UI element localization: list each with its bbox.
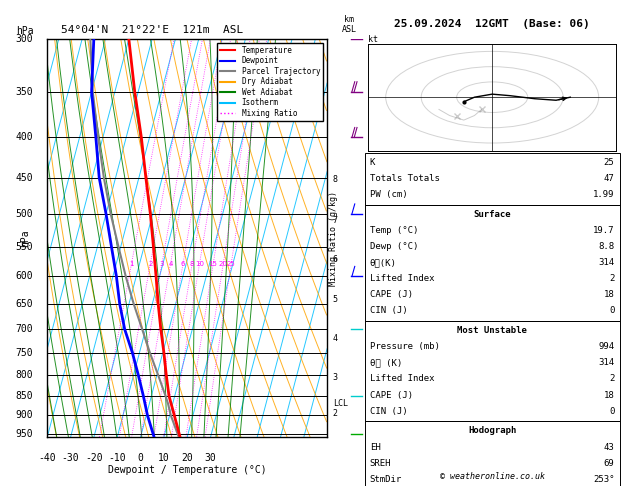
Text: 25.09.2024  12GMT  (Base: 06): 25.09.2024 12GMT (Base: 06) [394, 19, 590, 30]
Text: 800: 800 [16, 370, 33, 380]
Text: 47: 47 [604, 174, 615, 183]
Text: CAPE (J): CAPE (J) [370, 391, 413, 399]
Text: 6: 6 [181, 261, 185, 267]
Text: hPa: hPa [16, 26, 33, 36]
Text: 1.99: 1.99 [593, 191, 615, 199]
Text: 600: 600 [16, 271, 33, 281]
Text: 20: 20 [181, 453, 193, 463]
Text: -10: -10 [108, 453, 126, 463]
Text: θᴄ (K): θᴄ (K) [370, 359, 402, 367]
Text: Temp (°C): Temp (°C) [370, 226, 418, 235]
Text: 8.8: 8.8 [598, 243, 615, 251]
Text: Surface: Surface [474, 210, 511, 219]
Text: 7: 7 [333, 215, 338, 225]
Text: StmDir: StmDir [370, 475, 402, 484]
Text: 3: 3 [160, 261, 164, 267]
Text: 54°04'N  21°22'E  121m  ASL: 54°04'N 21°22'E 121m ASL [61, 25, 243, 35]
Text: Hodograph: Hodograph [468, 427, 516, 435]
Text: © weatheronline.co.uk: © weatheronline.co.uk [440, 472, 545, 481]
Text: 69: 69 [604, 459, 615, 468]
Text: Pressure (mb): Pressure (mb) [370, 343, 440, 351]
Text: 18: 18 [604, 391, 615, 399]
Legend: Temperature, Dewpoint, Parcel Trajectory, Dry Adiabat, Wet Adiabat, Isotherm, Mi: Temperature, Dewpoint, Parcel Trajectory… [217, 43, 323, 121]
Text: PW (cm): PW (cm) [370, 191, 408, 199]
Text: 400: 400 [16, 133, 33, 142]
Text: hPa: hPa [19, 229, 30, 247]
Text: 10: 10 [195, 261, 204, 267]
Text: 25: 25 [604, 158, 615, 167]
Text: 8: 8 [333, 175, 338, 184]
Text: 10: 10 [158, 453, 170, 463]
Text: 19.7: 19.7 [593, 226, 615, 235]
Text: LCL: LCL [333, 399, 348, 408]
Text: SREH: SREH [370, 459, 391, 468]
Text: Lifted Index: Lifted Index [370, 375, 435, 383]
Text: 15: 15 [209, 261, 218, 267]
Text: -30: -30 [62, 453, 79, 463]
Text: K: K [370, 158, 376, 167]
Text: 4: 4 [168, 261, 172, 267]
Text: EH: EH [370, 443, 381, 451]
Text: 43: 43 [604, 443, 615, 451]
Text: 650: 650 [16, 299, 33, 309]
Text: 18: 18 [604, 291, 615, 299]
Text: 6: 6 [333, 256, 338, 264]
Text: θᴄ(K): θᴄ(K) [370, 259, 397, 267]
Text: 900: 900 [16, 410, 33, 420]
Text: CIN (J): CIN (J) [370, 307, 408, 315]
Text: 3: 3 [333, 373, 338, 382]
Text: 8: 8 [190, 261, 194, 267]
Text: 0: 0 [609, 407, 615, 416]
Text: 20: 20 [219, 261, 228, 267]
Text: 4: 4 [333, 334, 338, 343]
Text: 500: 500 [16, 209, 33, 219]
Text: 2: 2 [148, 261, 152, 267]
Text: kt: kt [368, 35, 378, 44]
Text: 550: 550 [16, 242, 33, 252]
Text: Lifted Index: Lifted Index [370, 275, 435, 283]
Text: 2: 2 [609, 375, 615, 383]
Text: 850: 850 [16, 391, 33, 400]
Text: Mixing Ratio (g/kg): Mixing Ratio (g/kg) [329, 191, 338, 286]
Text: 750: 750 [16, 348, 33, 358]
Text: 1: 1 [129, 261, 133, 267]
Text: Totals Totals: Totals Totals [370, 174, 440, 183]
Text: 0: 0 [609, 307, 615, 315]
Text: 25: 25 [226, 261, 235, 267]
Text: CIN (J): CIN (J) [370, 407, 408, 416]
Text: -40: -40 [38, 453, 56, 463]
Text: 2: 2 [333, 409, 338, 418]
Text: Most Unstable: Most Unstable [457, 327, 527, 335]
Text: 300: 300 [16, 34, 33, 44]
Text: km
ASL: km ASL [342, 15, 357, 34]
Text: Dewpoint / Temperature (°C): Dewpoint / Temperature (°C) [108, 465, 267, 475]
Text: 314: 314 [598, 259, 615, 267]
Text: 314: 314 [598, 359, 615, 367]
Text: -20: -20 [85, 453, 103, 463]
Text: 450: 450 [16, 173, 33, 183]
Text: 700: 700 [16, 324, 33, 334]
Text: 950: 950 [16, 429, 33, 439]
Text: Dewp (°C): Dewp (°C) [370, 243, 418, 251]
Text: 30: 30 [204, 453, 216, 463]
Text: CAPE (J): CAPE (J) [370, 291, 413, 299]
Text: 994: 994 [598, 343, 615, 351]
Text: 0: 0 [138, 453, 143, 463]
Text: 253°: 253° [593, 475, 615, 484]
Text: 350: 350 [16, 87, 33, 97]
Text: 2: 2 [609, 275, 615, 283]
Text: 5: 5 [333, 295, 338, 304]
